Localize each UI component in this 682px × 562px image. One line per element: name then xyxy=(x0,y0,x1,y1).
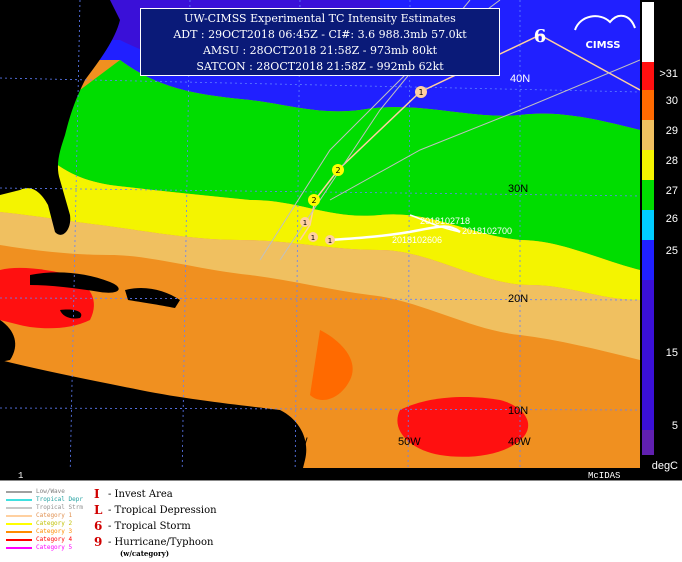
legend-invest: - Invest Area xyxy=(108,489,173,500)
graticule xyxy=(0,0,640,480)
legend-label-cat3: Category 3 xyxy=(36,528,73,535)
lon-label-80w: 80W xyxy=(65,436,88,448)
svg-text:1: 1 xyxy=(303,219,307,227)
legend-line-cat5 xyxy=(6,547,32,549)
lon-label-60w: 60W xyxy=(285,436,308,448)
storm-icon-1a[interactable]: 1 xyxy=(300,217,310,227)
lon-label-50w: 50W xyxy=(398,436,421,448)
lat-label-40n: 40N xyxy=(510,73,530,85)
cb-tick-30: 30 xyxy=(665,95,678,107)
lon-label-70w: 70W xyxy=(175,436,198,448)
cb-tick-15: 15 xyxy=(665,347,678,359)
cb-tick-25: 25 xyxy=(665,245,678,257)
mcidas-label: McIDAS xyxy=(588,471,620,480)
title: UW-CIMSS Experimental TC Intensity Estim… xyxy=(184,12,456,25)
storm-icon-2a[interactable]: 2 xyxy=(308,194,320,206)
legend-line-cat4 xyxy=(6,539,32,541)
cb-unit: degC xyxy=(651,460,678,472)
legend-label-cat5: Category 5 xyxy=(36,544,73,551)
sst-28c-band xyxy=(0,212,640,360)
lon-label-40w: 40W xyxy=(508,436,531,448)
jamaica-landmass xyxy=(60,309,82,319)
sst-deep-orange-region xyxy=(310,330,353,400)
intensity-estimates-box: UW-CIMSS Experimental TC Intensity Estim… xyxy=(140,8,500,76)
legend-td: - Tropical Depression xyxy=(108,505,217,516)
invest-area-icon: I xyxy=(94,487,100,501)
legend-line-cat2 xyxy=(6,523,32,525)
south-america-landmass xyxy=(0,360,307,480)
adt-estimate: ADT : 29OCT2018 06:45Z - CI#: 3.6 988.3m… xyxy=(173,28,467,41)
cimss-logo: CIMSS xyxy=(574,14,636,51)
track-hook xyxy=(409,214,461,233)
svg-text:1: 1 xyxy=(418,88,423,97)
cb-tick-27: 27 xyxy=(665,185,678,197)
sst-map: 1 1 1 2 2 1 6 2018102718 2018102700 2018… xyxy=(0,0,640,480)
cb-tick-28: 28 xyxy=(665,155,678,167)
storm-icon-1b[interactable]: 1 xyxy=(308,232,318,242)
colorbar-gradient xyxy=(642,2,654,455)
north-america-landmass xyxy=(0,0,120,235)
cb-tick-31: >31 xyxy=(659,68,678,80)
tropical-storm-legend-icon: 6 xyxy=(94,519,103,533)
tropical-storm-icon[interactable]: 6 xyxy=(534,26,547,47)
svg-text:2: 2 xyxy=(311,196,316,205)
legend-line-td xyxy=(6,499,32,501)
legend-footnote: (w/category) xyxy=(120,549,170,558)
legend-line-cat1 xyxy=(6,515,32,517)
legend-label-td: Tropical Depr xyxy=(36,496,83,503)
track-label-2: 2018102700 xyxy=(462,226,512,236)
legend-label-cat4: Category 4 xyxy=(36,536,73,543)
storm-icon-1d[interactable]: 1 xyxy=(415,86,427,98)
cb-tick-5: 5 xyxy=(671,420,678,432)
legend-label-low: Low/Wave xyxy=(36,488,65,495)
satcon-estimate: SATCON : 28OCT2018 21:58Z - 992mb 62kt xyxy=(196,60,444,73)
central-america-landmass xyxy=(0,320,16,362)
lat-label-20n: 20N xyxy=(508,293,528,305)
amsu-estimate: AMSU : 28OCT2018 21:58Z - 973mb 80kt xyxy=(202,44,438,57)
track-legend: Low/Wave Tropical Depr Tropical Strm Cat… xyxy=(0,480,682,562)
sst-colorbar: >31 30 29 28 27 26 25 15 5 degC xyxy=(640,0,682,480)
lat-label-30n: 30N xyxy=(508,183,528,195)
track-tropical-storm xyxy=(329,225,461,242)
storm-icon-1c[interactable]: 1 xyxy=(325,235,335,245)
status-strip xyxy=(0,468,640,480)
sst-hotspot-atlantic xyxy=(397,397,529,457)
track-label-1: 2018102718 xyxy=(420,216,470,226)
svg-text:1: 1 xyxy=(311,234,315,242)
legend-label-ts: Tropical Strm xyxy=(36,504,83,511)
legend-line-low xyxy=(6,491,32,493)
track-label-3: 2018102606 xyxy=(392,235,442,245)
svg-text:1: 1 xyxy=(328,237,332,245)
hispaniola-landmass xyxy=(125,288,180,308)
sst-27c-band xyxy=(0,150,640,300)
hurricane-icon: 9 xyxy=(94,535,103,549)
svg-text:2: 2 xyxy=(335,166,340,175)
cb-tick-29: 29 xyxy=(665,125,678,137)
cb-tick-26: 26 xyxy=(665,213,678,225)
legend-label-cat1: Category 1 xyxy=(36,512,73,519)
track-older-3 xyxy=(329,59,640,201)
legend-hurricane: - Hurricane/Typhoon xyxy=(108,537,214,548)
legend-line-ts xyxy=(6,507,32,509)
tropical-depression-icon: L xyxy=(94,503,103,517)
svg-text:CIMSS: CIMSS xyxy=(586,40,621,51)
svg-text:6: 6 xyxy=(534,26,547,47)
storm-icon-2b[interactable]: 2 xyxy=(332,164,344,176)
legend-line-cat3 xyxy=(6,531,32,533)
lat-label-10n: 10N xyxy=(508,405,528,417)
legend-ts: - Tropical Storm xyxy=(108,521,191,532)
legend-label-cat2: Category 2 xyxy=(36,520,73,527)
cuba-landmass xyxy=(30,272,119,293)
frame-number: 1 xyxy=(18,471,23,480)
